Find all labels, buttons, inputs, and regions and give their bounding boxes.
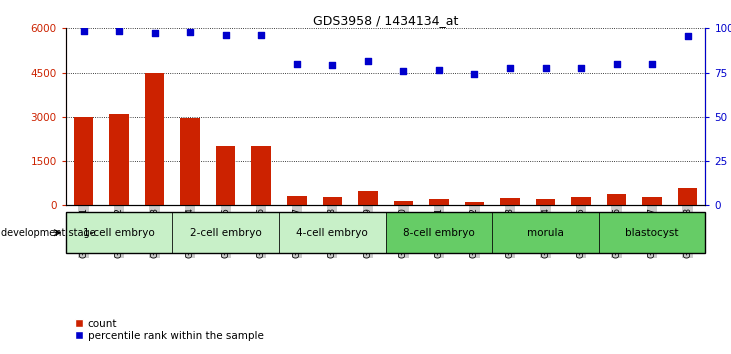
Point bbox=[610, 61, 622, 67]
Bar bbox=[386, 212, 492, 253]
Point bbox=[220, 33, 232, 38]
Bar bbox=[536, 199, 556, 205]
Text: morula: morula bbox=[527, 228, 564, 238]
Point bbox=[469, 71, 480, 77]
Bar bbox=[607, 194, 626, 205]
Point bbox=[504, 65, 516, 71]
Bar bbox=[643, 198, 662, 205]
Point bbox=[184, 29, 196, 35]
Bar bbox=[145, 73, 164, 205]
Text: development stage: development stage bbox=[1, 228, 95, 238]
Bar bbox=[500, 198, 520, 205]
Bar bbox=[287, 196, 306, 205]
Text: 8-cell embryo: 8-cell embryo bbox=[403, 228, 474, 238]
Bar bbox=[678, 188, 697, 205]
Point bbox=[255, 32, 267, 38]
Point bbox=[149, 30, 161, 35]
Bar bbox=[74, 117, 94, 205]
Text: 4-cell embryo: 4-cell embryo bbox=[297, 228, 368, 238]
Text: blastocyst: blastocyst bbox=[625, 228, 679, 238]
Bar bbox=[251, 146, 271, 205]
Point bbox=[362, 58, 374, 63]
Bar bbox=[571, 197, 591, 205]
Point bbox=[433, 67, 444, 73]
Point bbox=[327, 62, 338, 68]
Title: GDS3958 / 1434134_at: GDS3958 / 1434134_at bbox=[313, 14, 458, 27]
Point bbox=[682, 33, 694, 39]
Bar bbox=[322, 197, 342, 205]
Bar bbox=[279, 212, 386, 253]
Text: 2-cell embryo: 2-cell embryo bbox=[190, 228, 262, 238]
Bar bbox=[216, 146, 235, 205]
Point bbox=[291, 61, 303, 67]
Point bbox=[398, 68, 409, 74]
Bar bbox=[66, 212, 173, 253]
Bar bbox=[465, 202, 484, 205]
Legend: count, percentile rank within the sample: count, percentile rank within the sample bbox=[71, 315, 268, 345]
Point bbox=[113, 28, 125, 34]
Point bbox=[575, 65, 587, 71]
Point bbox=[646, 61, 658, 67]
Point bbox=[539, 65, 551, 71]
Bar bbox=[393, 201, 413, 205]
Text: 1-cell embryo: 1-cell embryo bbox=[83, 228, 155, 238]
Bar bbox=[110, 114, 129, 205]
Bar bbox=[358, 190, 378, 205]
Bar bbox=[181, 118, 200, 205]
Bar bbox=[599, 212, 705, 253]
Bar bbox=[173, 212, 279, 253]
Bar bbox=[429, 199, 449, 205]
Point bbox=[77, 28, 89, 34]
Bar bbox=[492, 212, 599, 253]
